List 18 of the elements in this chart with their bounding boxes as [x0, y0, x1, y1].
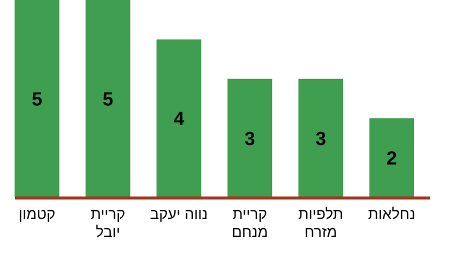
data-label: 3 — [244, 128, 256, 150]
bar — [156, 39, 202, 197]
x-tick-label: נווה יעקב — [148, 206, 209, 224]
bar — [369, 118, 414, 197]
bar — [86, 0, 130, 197]
data-label: 2 — [386, 148, 397, 170]
data-label: 4 — [174, 109, 185, 130]
data-label: 3 — [315, 128, 326, 150]
bar — [14, 0, 60, 197]
bar — [298, 78, 344, 197]
x-tick-label: נחלאות — [367, 206, 416, 224]
x-tick-label: קריית מנחם — [230, 206, 269, 242]
x-tick-label: קטמון — [18, 206, 56, 224]
bar — [227, 78, 272, 197]
data-label: 5 — [32, 90, 43, 110]
data-label: 5 — [102, 90, 114, 110]
x-tick-label: תלפיות מזרח — [297, 206, 344, 242]
x-tick-label: קריית יובל — [90, 206, 126, 242]
